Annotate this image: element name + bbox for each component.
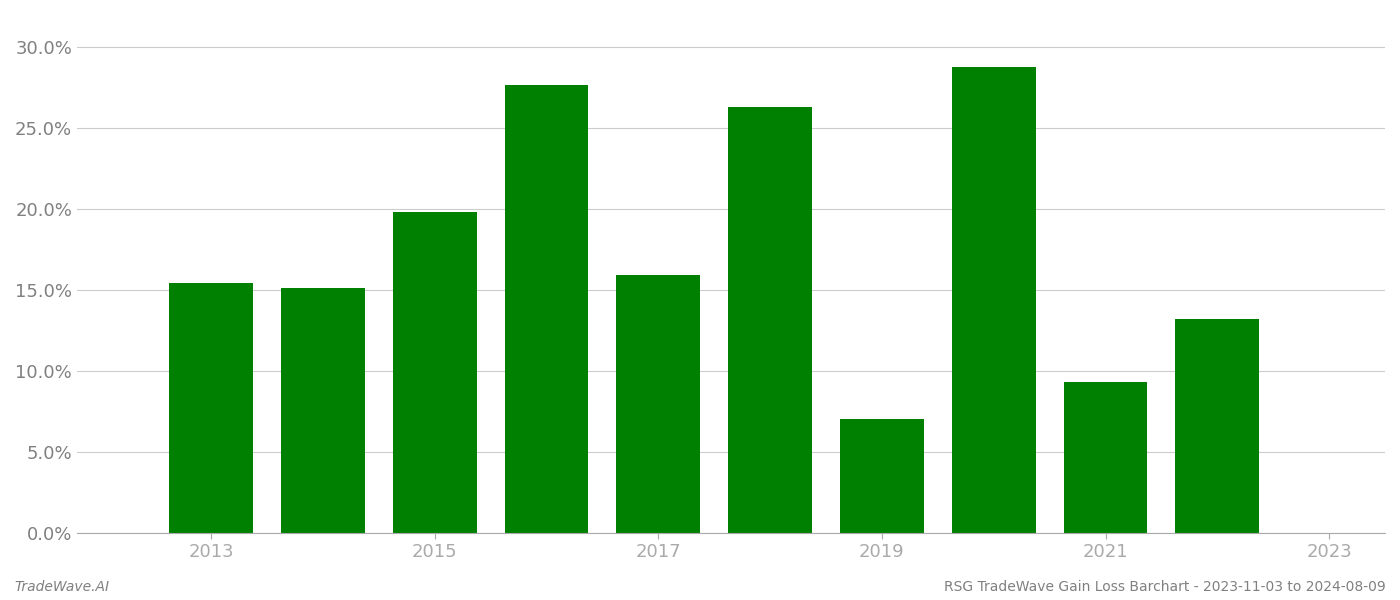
- Bar: [616, 275, 700, 533]
- Bar: [728, 107, 812, 533]
- Bar: [1064, 382, 1148, 533]
- Bar: [1176, 319, 1259, 533]
- Bar: [840, 419, 924, 533]
- Text: RSG TradeWave Gain Loss Barchart - 2023-11-03 to 2024-08-09: RSG TradeWave Gain Loss Barchart - 2023-…: [944, 580, 1386, 594]
- Bar: [504, 85, 588, 533]
- Bar: [393, 212, 476, 533]
- Bar: [281, 289, 365, 533]
- Bar: [952, 67, 1036, 533]
- Text: TradeWave.AI: TradeWave.AI: [14, 580, 109, 594]
- Bar: [169, 283, 253, 533]
